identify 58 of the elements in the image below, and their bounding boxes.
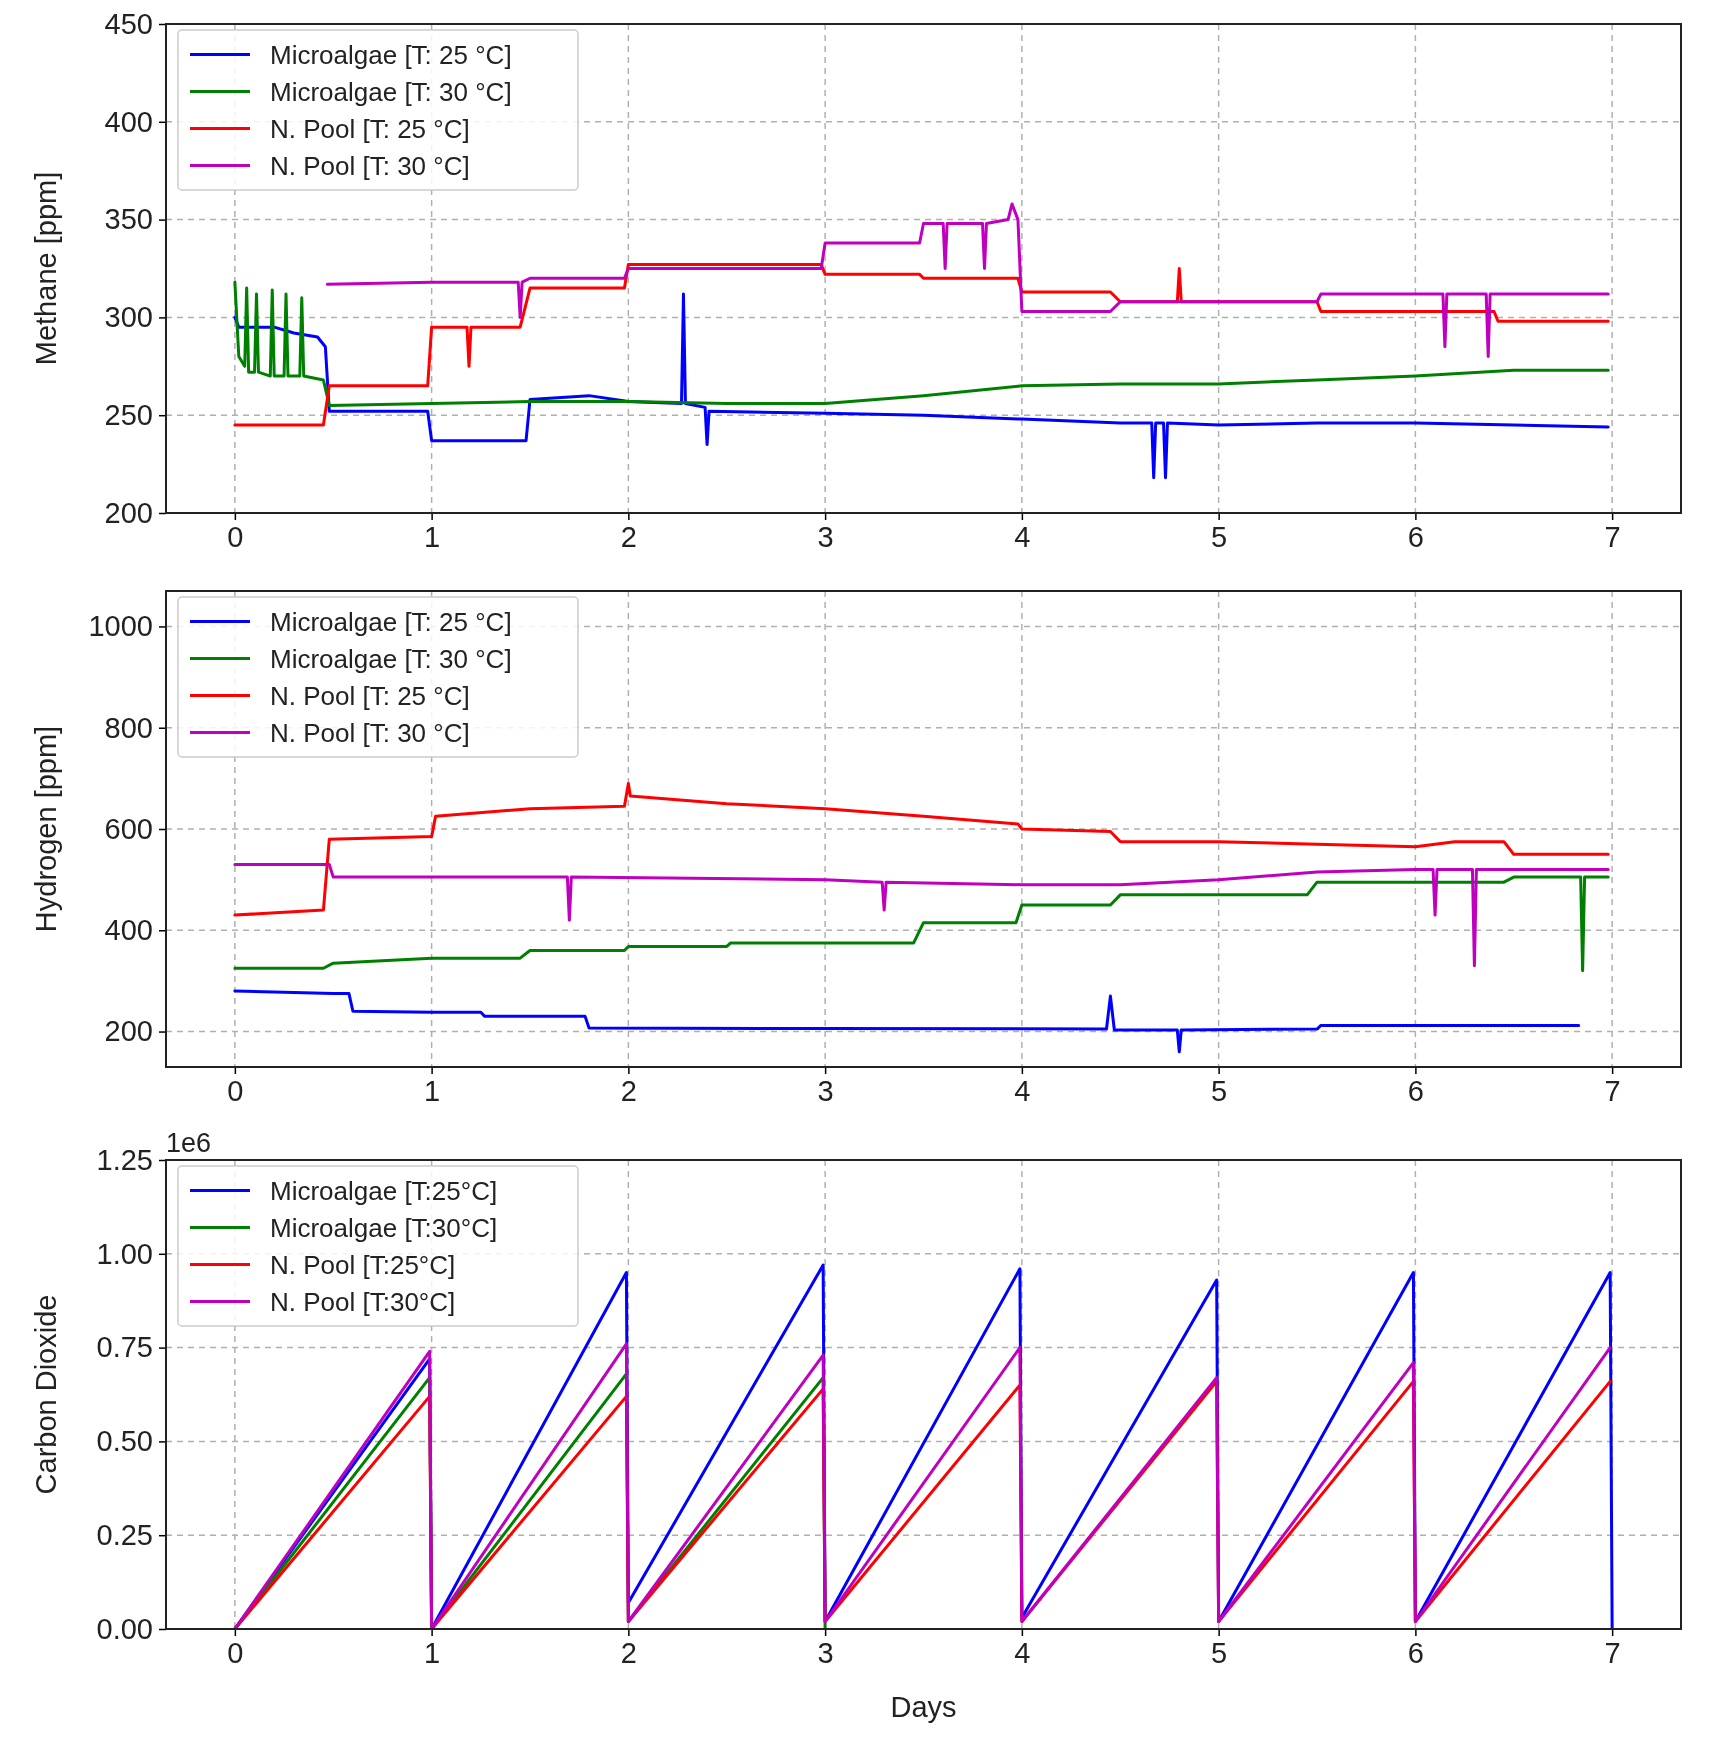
legend-label: Microalgae [T:30°C] — [270, 1212, 498, 1243]
y-tick-label: 600 — [104, 812, 153, 845]
y-tick-label: 0.50 — [96, 1425, 153, 1458]
x-tick-label: 6 — [1407, 520, 1424, 553]
x-tick-label: 3 — [817, 1636, 834, 1669]
x-tick-label: 5 — [1211, 1636, 1228, 1669]
x-tick-label: 0 — [227, 1636, 244, 1669]
y-tick-label: 450 — [104, 7, 153, 40]
x-tick-label: 3 — [817, 520, 834, 553]
y-axis-title: Hydrogen [ppm] — [30, 725, 62, 933]
legend-label: Microalgae [T: 25 °C] — [270, 606, 512, 637]
legend-label: N. Pool [T: 25 °C] — [270, 680, 470, 711]
y-tick-label: 400 — [104, 914, 153, 947]
legend-label: N. Pool [T:25°C] — [270, 1249, 456, 1280]
y-tick-label: 400 — [104, 105, 153, 138]
x-tick-label: 5 — [1211, 520, 1228, 553]
x-tick-label: 7 — [1604, 520, 1621, 553]
x-tick-label: 7 — [1604, 1074, 1621, 1107]
x-tick-label: 2 — [620, 1636, 637, 1669]
x-tick-label: 4 — [1014, 1074, 1031, 1107]
y-axis-title: Methane [ppm] — [30, 171, 62, 366]
y-tick-label: 200 — [104, 1015, 153, 1048]
x-tick-label: 5 — [1211, 1074, 1228, 1107]
x-tick-label: 0 — [227, 1074, 244, 1107]
y-tick-label: 350 — [104, 203, 153, 236]
x-tick-label: 6 — [1407, 1074, 1424, 1107]
legend-label: N. Pool [T:30°C] — [270, 1286, 456, 1317]
x-tick-label: 0 — [227, 520, 244, 553]
legend-label: Microalgae [T:25°C] — [270, 1175, 498, 1206]
y-tick-label: 0.25 — [96, 1518, 153, 1551]
x-tick-label: 4 — [1014, 1636, 1031, 1669]
y-tick-label: 1.00 — [96, 1237, 153, 1270]
text: 1e6 — [166, 1128, 212, 1158]
y-tick-label: 200 — [104, 496, 153, 529]
x-tick-label: 1 — [424, 1636, 441, 1669]
x-axis-title: Days — [890, 1691, 957, 1723]
y-tick-label: 0.00 — [96, 1612, 153, 1645]
legend-label: Microalgae [T: 30 °C] — [270, 643, 512, 674]
y-tick-label: 250 — [104, 398, 153, 431]
x-tick-label: 3 — [817, 1074, 834, 1107]
legend-label: N. Pool [T: 25 °C] — [270, 113, 470, 144]
y-tick-label: 800 — [104, 711, 153, 744]
x-tick-label: 1 — [424, 1074, 441, 1107]
legend-label: N. Pool [T: 30 °C] — [270, 717, 470, 748]
x-tick-label: 7 — [1604, 1636, 1621, 1669]
y-tick-label: 300 — [104, 301, 153, 334]
x-tick-label: 2 — [620, 1074, 637, 1107]
y-axis-title: Carbon Dioxide — [30, 1294, 62, 1495]
y-tick-label: 0.75 — [96, 1331, 153, 1364]
y-tick-label: 1.25 — [96, 1143, 153, 1176]
x-tick-label: 6 — [1407, 1636, 1424, 1669]
x-tick-label: 2 — [620, 520, 637, 553]
x-tick-label: 4 — [1014, 520, 1031, 553]
legend-label: Microalgae [T: 30 °C] — [270, 76, 512, 107]
legend-label: N. Pool [T: 30 °C] — [270, 150, 470, 181]
x-tick-label: 1 — [424, 520, 441, 553]
legend-label: Microalgae [T: 25 °C] — [270, 39, 512, 70]
y-tick-label: 1000 — [88, 610, 153, 643]
